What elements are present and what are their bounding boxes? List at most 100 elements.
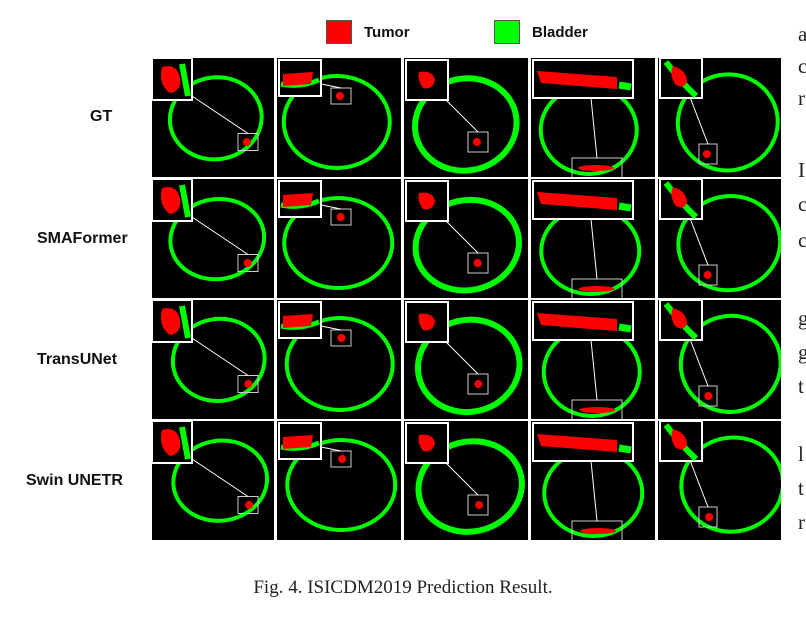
bladder-contour <box>285 438 398 532</box>
tumor-region <box>244 380 253 388</box>
tumor-region <box>472 138 481 146</box>
zoom-connector <box>687 212 709 266</box>
figure-caption: Fig. 4. ISICDM2019 Prediction Result. <box>253 577 553 598</box>
panel-smaformer-4 <box>531 179 655 298</box>
inset-tumor <box>283 72 313 86</box>
inset-tumor <box>671 66 687 87</box>
panel-smaformer-1 <box>152 179 274 298</box>
edge-letter: c <box>798 54 806 78</box>
row-label-transunet: TransUNet <box>37 351 118 368</box>
row-label-gt: GT <box>90 108 113 125</box>
edge-letter: a <box>798 22 806 46</box>
panel-gt-2 <box>277 58 401 177</box>
tumor-region <box>473 259 482 267</box>
inset-tumor <box>283 314 313 328</box>
bladder-contour <box>415 438 525 535</box>
bladder-contour <box>281 74 392 170</box>
tumor-region <box>243 259 252 267</box>
bladder-contour <box>284 316 395 412</box>
bladder-contour <box>171 438 270 523</box>
edge-letter: l <box>798 442 804 466</box>
bladder-contour <box>412 75 520 174</box>
bladder-contour <box>675 72 780 173</box>
edge-letter: g <box>798 306 806 330</box>
panel-gt-4 <box>531 58 655 177</box>
inset-tumor <box>161 308 181 335</box>
panel-transunet-4 <box>531 300 655 419</box>
edge-letter: t <box>798 374 804 398</box>
zoom-connector <box>590 97 598 159</box>
panel-smaformer-2 <box>277 179 401 298</box>
inset-tumor <box>418 434 435 452</box>
tumor-region <box>337 334 346 342</box>
bladder-swatch <box>494 20 520 44</box>
tumor-region <box>580 528 617 534</box>
zoom-connector <box>687 454 709 508</box>
inset-tumor <box>671 187 687 208</box>
tumor-region <box>703 271 712 279</box>
inset-tumor <box>671 429 687 450</box>
bladder-contour <box>679 435 781 534</box>
panel-smaformer-5 <box>658 179 781 298</box>
bladder-contour <box>539 206 642 296</box>
panel-transunet-3 <box>404 300 528 419</box>
bladder-contour <box>542 448 645 538</box>
panel-transunet-5 <box>658 300 781 419</box>
edge-letter: r <box>798 86 805 110</box>
edge-letter: r <box>798 510 805 534</box>
panel-transunet-1 <box>152 300 274 419</box>
inset-tumor <box>671 308 687 329</box>
inset-tumor <box>161 66 181 93</box>
tumor-region <box>474 380 483 388</box>
legend-bladder-label: Bladder <box>532 23 588 41</box>
zoom-connector <box>687 91 709 145</box>
panel-swin-unetr-5 <box>658 421 781 540</box>
tumor-region <box>704 392 713 400</box>
inset-tumor <box>537 71 617 89</box>
tumor-region <box>705 513 714 521</box>
zoom-connector <box>590 339 598 401</box>
panel-swin-unetr-3 <box>404 421 528 540</box>
row-label-smaformer: SMAFormer <box>37 230 128 247</box>
panel-smaformer-3 <box>404 179 528 298</box>
inset-tumor <box>418 313 435 331</box>
panel-gt-1 <box>152 58 274 177</box>
zoom-connector <box>590 460 598 522</box>
edge-letter: I <box>798 158 805 182</box>
edge-letter: t <box>798 476 804 500</box>
inset-tumor <box>283 193 313 207</box>
panel-gt-3 <box>404 58 528 177</box>
zoom-connector <box>320 325 342 331</box>
zoom-connector <box>320 204 342 210</box>
zoom-connector <box>687 333 709 387</box>
panel-gt-5 <box>658 58 781 177</box>
inset-tumor <box>537 434 617 452</box>
inset-tumor <box>537 313 617 331</box>
edge-letter: c <box>798 192 806 216</box>
zoom-connector <box>590 218 598 280</box>
tumor-region <box>335 92 344 100</box>
edge-letter: g <box>798 340 806 364</box>
bladder-contour <box>676 194 781 293</box>
panel-swin-unetr-4 <box>531 421 655 540</box>
inset-tumor <box>161 429 181 456</box>
tumor-region <box>702 150 711 158</box>
legend-bladder: Bladder <box>494 20 588 44</box>
zoom-connector <box>320 446 342 452</box>
bladder-contour <box>168 196 267 282</box>
panel-swin-unetr-2 <box>277 421 401 540</box>
bladder-contour <box>167 75 264 162</box>
tumor-region <box>577 165 614 171</box>
tumor-region <box>578 286 615 292</box>
tumor-region <box>338 455 347 463</box>
panel-swin-unetr-1 <box>152 421 274 540</box>
inset-tumor <box>161 187 181 214</box>
tumor-region <box>242 138 251 146</box>
tumor-region <box>579 407 616 413</box>
inset-tumor <box>418 71 435 89</box>
tumor-region <box>336 213 345 221</box>
inset-tumor <box>418 192 435 210</box>
edge-letter: c <box>798 228 806 252</box>
bladder-contour <box>170 316 267 403</box>
inset-tumor <box>537 192 617 210</box>
